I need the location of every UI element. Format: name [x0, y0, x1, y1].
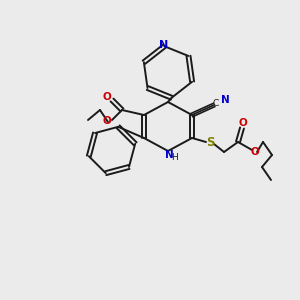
Text: N: N: [159, 40, 168, 50]
Text: N: N: [220, 95, 230, 105]
Text: C: C: [213, 100, 219, 109]
Text: O: O: [238, 118, 247, 128]
Text: O: O: [103, 116, 111, 126]
Text: S: S: [206, 136, 214, 148]
Text: H: H: [172, 154, 178, 163]
Text: O: O: [103, 92, 111, 102]
Text: N: N: [165, 150, 173, 160]
Text: O: O: [250, 147, 260, 157]
